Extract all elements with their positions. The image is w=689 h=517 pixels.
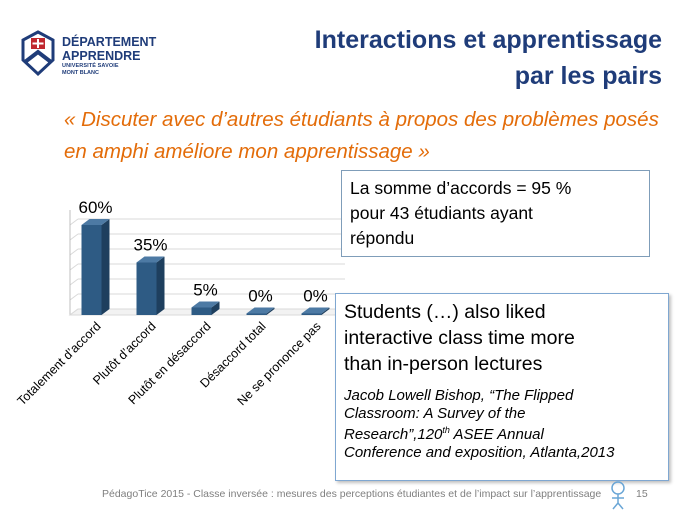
reference-quote-line-1: Students (…) also liked (344, 301, 546, 323)
summary-box: La somme d’accords = 95 % pour 43 étudia… (341, 170, 650, 257)
data-label: 35% (133, 236, 167, 255)
citation-line-4: Conference and exposition, Atlanta,2013 (344, 443, 615, 461)
page-number: 15 (636, 488, 648, 500)
reference-quote: Students (…) also liked interactive clas… (344, 299, 660, 377)
bar-top (81, 219, 110, 225)
gridline-side (69, 278, 79, 286)
bar-front (191, 307, 212, 315)
slide-title-line-1: Interactions et apprentissage (314, 26, 662, 54)
logo-line-3: UNIVERSITÉ SAVOIE (62, 63, 119, 69)
bar-front (246, 313, 267, 315)
bar-front (301, 313, 322, 315)
bar-top (191, 301, 220, 308)
summary-line-2: pour 43 étudiants ayant (350, 203, 533, 223)
bar-front (136, 262, 157, 315)
slide-title: Interactions et apprentissage par les pa… (315, 22, 662, 94)
reference-box: Students (…) also liked interactive clas… (335, 293, 669, 481)
logo-line-1: DÉPARTEMENT (62, 35, 157, 49)
bar-top (246, 307, 275, 314)
gridline-side (69, 248, 79, 256)
data-label: 0% (303, 287, 328, 306)
mascot-icon (611, 481, 625, 510)
bar-top (136, 256, 165, 263)
logo-line-2: APPRENDRE (62, 48, 141, 63)
citation-line-2: Classroom: A Survey of the (344, 404, 526, 422)
bar-side (156, 256, 165, 315)
bar-side (266, 307, 275, 315)
summary-line-3: répondu (350, 228, 415, 248)
reference-quote-line-2: interactive class time more (344, 327, 575, 349)
bar-side (101, 219, 110, 315)
slide-title-line-2: par les pairs (514, 62, 662, 90)
department-logo: DÉPARTEMENT APPRENDRE UNIVERSITÉ SAVOIE … (20, 30, 170, 80)
gridline-side (69, 293, 79, 301)
citation-line-1: Jacob Lowell Bishop, “The Flipped (344, 387, 574, 404)
bar-front (81, 225, 102, 315)
logo-line-4: MONT BLANC (62, 69, 99, 76)
gridline-side (69, 233, 79, 241)
citation-line-3-post: ASEE Annual (449, 426, 544, 443)
bar-side (211, 301, 220, 315)
data-label: 60% (78, 198, 112, 217)
summary-line-1: La somme d’accords = 95 % (350, 178, 572, 198)
category-label: Totalement d’accord (15, 319, 104, 408)
bar-top (301, 307, 330, 314)
citation-line-3: Research”,120th ASEE Annual (344, 422, 660, 444)
logo-emblem-icon (21, 30, 55, 77)
citation-superscript: th (442, 425, 450, 435)
citation-line-3-pre: Research”,120 (344, 426, 443, 443)
gridline-side (69, 263, 79, 271)
footer-text: PédagoTice 2015 - Classe inversée : mesu… (102, 488, 602, 500)
reference-quote-line-3: than in-person lectures (344, 353, 543, 375)
data-label: 0% (248, 287, 273, 306)
gridline-side (69, 218, 79, 226)
survey-question: « Discuter avec d’autres étudiants à pro… (64, 108, 659, 163)
bar-side (321, 307, 330, 315)
data-label: 5% (193, 281, 218, 300)
reference-citation: Jacob Lowell Bishop, “The Flipped Classr… (344, 387, 660, 461)
